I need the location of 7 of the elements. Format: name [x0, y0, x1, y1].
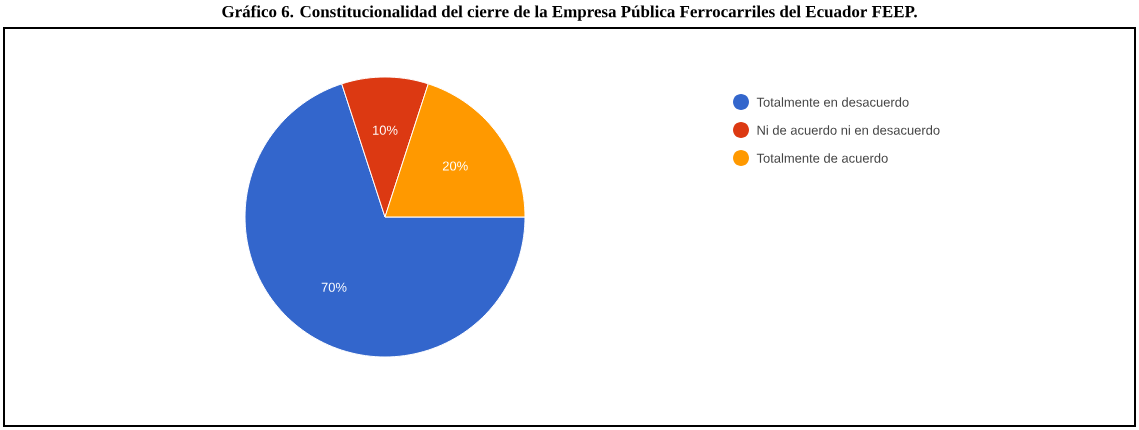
legend-label: Ni de acuerdo ni en desacuerdo	[757, 125, 940, 135]
legend-label: Totalmente de acuerdo	[756, 153, 888, 163]
data-label: 70%	[321, 282, 347, 292]
legend-label: Totalmente en desacuerdo	[756, 97, 909, 107]
data-label: 10%	[373, 125, 398, 135]
chart-title: Gráfico 6. Constitucionalidad del cierre de la Empresa Pública Ferrocarriles del Ecuador FEEP.	[222, 5, 917, 21]
data-label: 20%	[442, 161, 468, 171]
